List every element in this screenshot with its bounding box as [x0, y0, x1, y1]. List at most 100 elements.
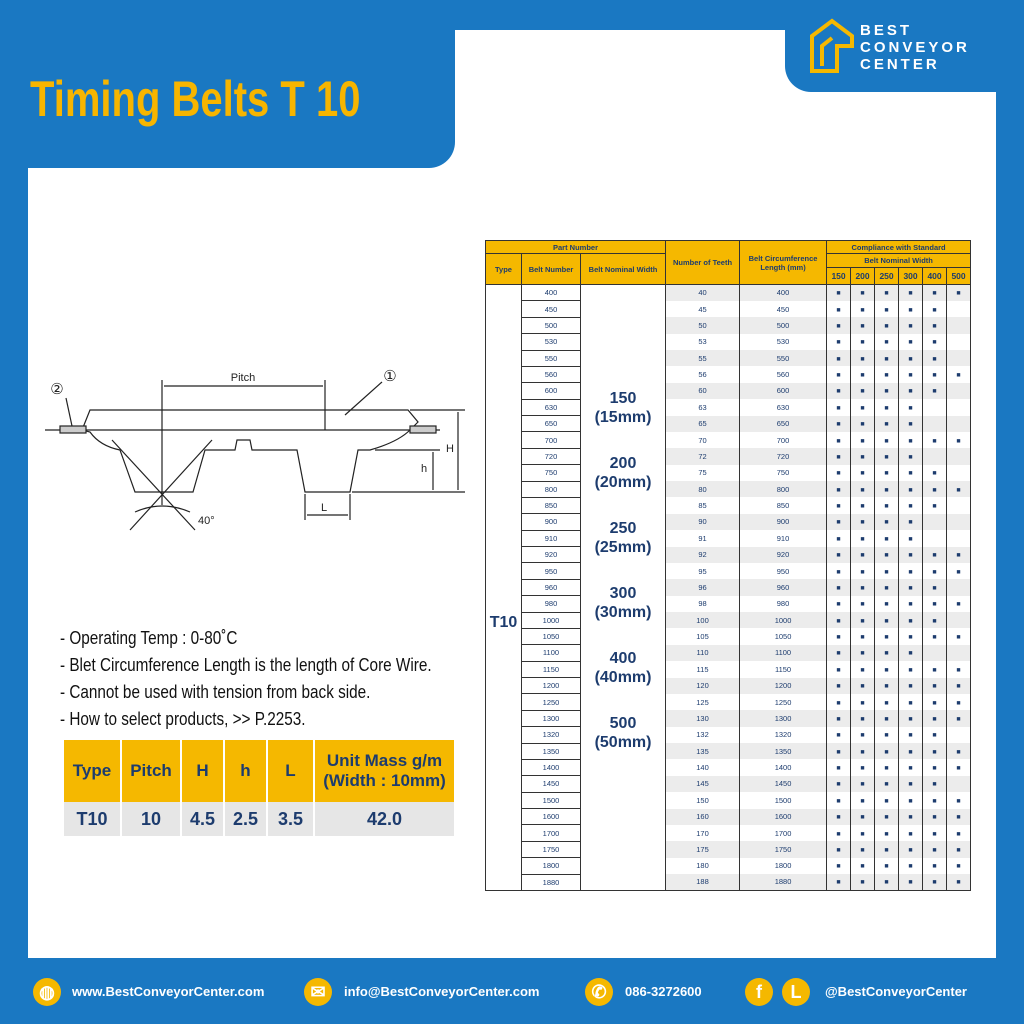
part-row: 950 95 950 ■ ■ ■ ■ ■ ■: [486, 562, 972, 580]
compliance-mark: ■: [836, 404, 841, 412]
compliance-mark: ■: [860, 453, 865, 461]
compliance-mark: ■: [908, 634, 913, 642]
compliance-cell: ■: [826, 562, 852, 580]
compliance-mark: ■: [884, 584, 889, 592]
part-row: 500 50 500 ■ ■ ■ ■ ■: [486, 317, 972, 335]
compliance-mark: ■: [956, 372, 961, 380]
compliance-cell: ■: [850, 775, 876, 793]
phone[interactable]: 086-3272600: [625, 984, 702, 999]
email[interactable]: info@BestConveyorCenter.com: [344, 984, 540, 999]
compliance-cell: ■: [898, 661, 924, 678]
length: 750: [739, 464, 828, 481]
compliance-cell: ■: [850, 448, 876, 465]
compliance-mark: ■: [860, 715, 865, 723]
compliance-cell: ■: [850, 824, 876, 842]
teeth: 110: [665, 644, 741, 662]
compliance-cell: ■: [898, 792, 924, 809]
compliance-mark: ■: [956, 863, 961, 871]
compliance-cell: ■: [922, 824, 948, 842]
length: 910: [739, 530, 828, 547]
length: 530: [739, 333, 828, 350]
belt-number: 1600: [521, 808, 581, 826]
diagram-label: H: [446, 443, 454, 455]
compliance-cell: ■: [850, 628, 876, 645]
compliance-cell: ■: [850, 350, 876, 367]
compliance-cell: ■: [898, 497, 924, 514]
compliance-cell: ■: [946, 595, 972, 612]
compliance-cell: ■: [922, 808, 948, 825]
compliance-cell: ■: [946, 284, 972, 301]
compliance-cell: ■: [898, 382, 924, 400]
header-cell: Belt Number: [521, 253, 581, 285]
compliance-mark: ■: [884, 732, 889, 740]
compliance-cell: ■: [826, 693, 852, 711]
compliance-mark: ■: [836, 322, 841, 330]
compliance-cell: ■: [898, 284, 924, 301]
length: 1300: [739, 710, 828, 727]
compliance-mark: ■: [860, 748, 865, 756]
compliance-mark: ■: [908, 355, 913, 363]
website[interactable]: www.BestConveyorCenter.com: [72, 984, 265, 999]
teeth: 91: [665, 530, 741, 547]
facebook-icon[interactable]: f: [745, 978, 773, 1006]
nominal-width: 500 (50mm): [595, 714, 652, 752]
part-row: 850 85 850 ■ ■ ■ ■ ■: [486, 497, 972, 515]
part-row: T10 400 150 (15mm) 200 (20mm) 250 (25mm) 300 (30m…: [485, 284, 972, 891]
spec-cell: 3.5: [266, 802, 314, 836]
compliance-cell: ■: [874, 546, 900, 563]
compliance-mark: ■: [884, 748, 889, 756]
compliance-cell: ■: [922, 759, 948, 776]
line-icon[interactable]: L: [782, 978, 810, 1006]
part-row: 530 53 530 ■ ■ ■ ■ ■: [486, 333, 972, 351]
compliance-mark: ■: [884, 322, 889, 330]
compliance-mark: ■: [932, 568, 937, 576]
belt-number: 800: [521, 481, 581, 498]
compliance-cell: ■: [922, 546, 948, 563]
teeth: 60: [665, 382, 741, 400]
compliance-mark: ■: [908, 388, 913, 396]
belt-number: 450: [521, 300, 581, 318]
compliance-cell: ■: [874, 382, 900, 400]
width-header: 400: [922, 267, 948, 285]
compliance-cell: ■: [850, 726, 876, 743]
compliance-cell: ■: [898, 677, 924, 694]
compliance-cell: ■: [850, 661, 876, 678]
compliance-mark: ■: [884, 535, 889, 543]
spec-cell: 42.0: [313, 802, 454, 836]
compliance-mark: ■: [836, 306, 841, 314]
compliance-mark: ■: [908, 486, 913, 494]
teeth: 160: [665, 808, 741, 825]
title: Timing Belts T 10: [30, 71, 361, 127]
length: 1880: [739, 874, 828, 891]
compliance-mark: ■: [860, 797, 865, 805]
compliance-mark: ■: [884, 290, 889, 298]
compliance-cell: ■: [874, 513, 900, 531]
length: 400: [739, 284, 828, 301]
nominal-width-mm: (15mm): [594, 409, 652, 426]
compliance-cell: ■: [850, 546, 876, 563]
social-handle[interactable]: @BestConveyorCenter: [825, 984, 967, 999]
compliance-cell: ■: [922, 693, 948, 711]
compliance-cell: ■: [826, 579, 852, 596]
part-row: 900 90 900 ■ ■ ■ ■: [486, 513, 972, 531]
belt-number: 1450: [521, 775, 581, 793]
part-row: 560 56 560 ■ ■ ■ ■ ■ ■: [486, 366, 972, 384]
compliance-cell: ■: [850, 300, 876, 318]
length: 700: [739, 431, 828, 449]
belt-number: 650: [521, 415, 581, 433]
compliance-mark: ■: [836, 355, 841, 363]
compliance-mark: ■: [836, 568, 841, 576]
spec-body: T10 10 4.5 2.5 3.5 42.0: [62, 802, 454, 836]
length: 980: [739, 595, 828, 612]
compliance-cell: ■: [922, 743, 948, 760]
part-row: 450 45 450 ■ ■ ■ ■ ■: [486, 300, 972, 318]
teeth: 65: [665, 415, 741, 432]
compliance-cell: [922, 513, 948, 531]
compliance-mark: ■: [884, 601, 889, 609]
compliance-cell: ■: [874, 677, 900, 694]
length: 500: [739, 317, 828, 334]
compliance-mark: ■: [956, 846, 961, 854]
compliance-cell: ■: [850, 857, 876, 874]
compliance-mark: ■: [884, 486, 889, 494]
compliance-mark: ■: [860, 830, 865, 838]
